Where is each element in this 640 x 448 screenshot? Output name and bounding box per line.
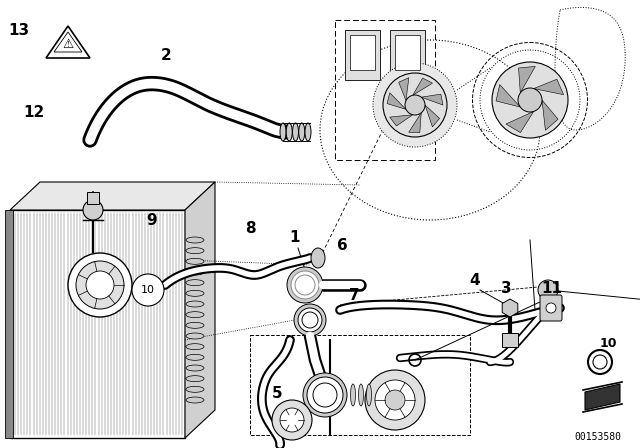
Ellipse shape bbox=[186, 386, 204, 392]
Circle shape bbox=[375, 380, 415, 420]
Polygon shape bbox=[387, 93, 406, 109]
Ellipse shape bbox=[358, 384, 364, 406]
Ellipse shape bbox=[186, 301, 204, 307]
Ellipse shape bbox=[351, 384, 355, 406]
Circle shape bbox=[383, 73, 447, 137]
Polygon shape bbox=[409, 113, 421, 133]
Text: 5: 5 bbox=[272, 385, 282, 401]
Circle shape bbox=[303, 373, 347, 417]
Circle shape bbox=[83, 200, 103, 220]
Text: 12: 12 bbox=[24, 104, 45, 120]
Polygon shape bbox=[585, 384, 620, 410]
Circle shape bbox=[492, 62, 568, 138]
Text: 6: 6 bbox=[337, 237, 348, 253]
Circle shape bbox=[302, 312, 318, 328]
Text: 3: 3 bbox=[500, 280, 511, 296]
Ellipse shape bbox=[186, 365, 204, 371]
Ellipse shape bbox=[186, 376, 204, 382]
Polygon shape bbox=[421, 94, 443, 105]
Circle shape bbox=[313, 383, 337, 407]
Ellipse shape bbox=[186, 354, 204, 360]
Circle shape bbox=[385, 390, 405, 410]
Circle shape bbox=[405, 95, 425, 115]
Text: 1: 1 bbox=[290, 229, 300, 245]
Bar bbox=[5, 210, 13, 438]
Circle shape bbox=[272, 400, 312, 440]
Ellipse shape bbox=[186, 269, 204, 275]
Polygon shape bbox=[425, 105, 440, 127]
Circle shape bbox=[291, 271, 319, 299]
Circle shape bbox=[76, 261, 124, 309]
Ellipse shape bbox=[186, 237, 204, 243]
Ellipse shape bbox=[280, 123, 286, 141]
Bar bbox=[345, 30, 380, 80]
Bar bbox=[250, 335, 470, 435]
Circle shape bbox=[518, 88, 542, 112]
Circle shape bbox=[307, 377, 343, 413]
Circle shape bbox=[373, 63, 457, 147]
Polygon shape bbox=[399, 78, 409, 101]
Text: 13: 13 bbox=[8, 22, 29, 38]
Ellipse shape bbox=[286, 123, 292, 141]
Ellipse shape bbox=[186, 312, 204, 318]
Text: 00153580: 00153580 bbox=[575, 432, 621, 442]
Bar bbox=[395, 35, 420, 70]
Ellipse shape bbox=[311, 248, 325, 268]
Circle shape bbox=[365, 370, 425, 430]
Ellipse shape bbox=[186, 397, 204, 403]
Ellipse shape bbox=[186, 344, 204, 350]
Circle shape bbox=[294, 304, 326, 336]
Polygon shape bbox=[506, 112, 534, 133]
Polygon shape bbox=[496, 85, 520, 107]
Ellipse shape bbox=[186, 290, 204, 296]
Ellipse shape bbox=[367, 384, 371, 406]
Circle shape bbox=[298, 308, 322, 332]
Text: 11: 11 bbox=[541, 280, 563, 296]
Text: 10: 10 bbox=[141, 285, 155, 295]
Polygon shape bbox=[518, 66, 535, 93]
Bar bbox=[87, 192, 99, 204]
Polygon shape bbox=[10, 182, 215, 210]
Circle shape bbox=[132, 274, 164, 306]
Text: 7: 7 bbox=[349, 288, 359, 302]
Circle shape bbox=[287, 267, 323, 303]
Polygon shape bbox=[46, 26, 90, 58]
Ellipse shape bbox=[305, 123, 311, 141]
Circle shape bbox=[546, 303, 556, 313]
Text: 9: 9 bbox=[147, 212, 157, 228]
Text: 10: 10 bbox=[600, 336, 618, 349]
Text: ⚠: ⚠ bbox=[62, 38, 74, 51]
Text: 2: 2 bbox=[161, 47, 172, 63]
Polygon shape bbox=[502, 299, 518, 317]
Polygon shape bbox=[413, 78, 433, 95]
Circle shape bbox=[280, 408, 304, 432]
FancyBboxPatch shape bbox=[540, 295, 562, 321]
Ellipse shape bbox=[186, 322, 204, 328]
Circle shape bbox=[86, 271, 114, 299]
Ellipse shape bbox=[186, 280, 204, 286]
Bar bbox=[390, 30, 425, 80]
Bar bbox=[350, 35, 375, 70]
Bar bbox=[335, 20, 435, 160]
Circle shape bbox=[295, 275, 315, 295]
Polygon shape bbox=[10, 210, 185, 438]
Ellipse shape bbox=[292, 123, 298, 141]
Ellipse shape bbox=[186, 333, 204, 339]
Bar bbox=[502, 333, 518, 347]
Polygon shape bbox=[390, 115, 413, 126]
Text: 8: 8 bbox=[244, 220, 255, 236]
Circle shape bbox=[538, 280, 558, 300]
Ellipse shape bbox=[186, 258, 204, 264]
Polygon shape bbox=[534, 79, 564, 95]
Polygon shape bbox=[542, 100, 558, 130]
Ellipse shape bbox=[299, 123, 305, 141]
Polygon shape bbox=[185, 182, 215, 438]
Text: 4: 4 bbox=[470, 272, 480, 288]
Circle shape bbox=[68, 253, 132, 317]
Ellipse shape bbox=[186, 248, 204, 254]
